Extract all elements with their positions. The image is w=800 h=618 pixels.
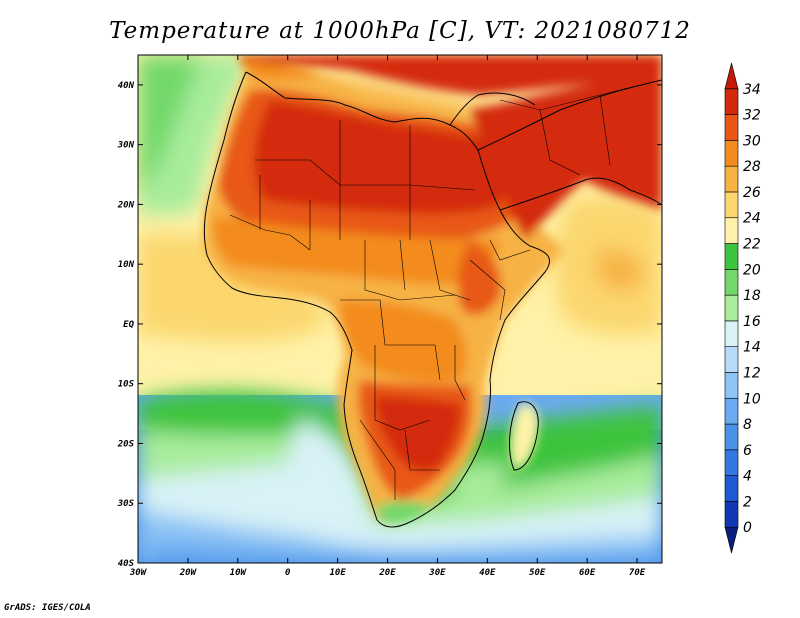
lon-label: 30E (428, 568, 446, 578)
sahel-warm (213, 215, 500, 285)
colorbar-label: 28 (743, 159, 761, 175)
grads-credit: GrADS: IGES/COLA (4, 603, 91, 613)
colorbar-swatch (724, 294, 739, 322)
lon-label: 60E (579, 568, 596, 578)
colorbar-label: 4 (743, 469, 752, 485)
lat-label: 30S (117, 499, 135, 509)
colorbar-label: 20 (743, 262, 761, 278)
lon-label: 40E (479, 568, 496, 578)
east-africa-warm (458, 240, 501, 315)
lat-label: 40N (118, 81, 135, 91)
sahara-hottest-region (254, 100, 504, 214)
arabia-south-coast (499, 177, 662, 211)
lon-label: 0 (285, 568, 291, 578)
colorbar-swatch (724, 114, 739, 141)
map-title: Temperature at 1000hPa [C], VT: 20210807… (109, 18, 691, 44)
colorbar-swatch (724, 372, 739, 399)
colorbar-label: 34 (743, 82, 761, 98)
colorbar-label: 6 (743, 443, 752, 459)
southern-africa-hottest (375, 395, 462, 472)
southern-europe-turkey-hot (240, 55, 662, 95)
colorbar-swatch (724, 88, 739, 115)
lon-label: 50E (529, 568, 546, 578)
north-atlantic-cooler (138, 55, 200, 195)
lat-label: 10N (118, 260, 135, 270)
colorbar-swatch (724, 320, 739, 347)
temperature-field (138, 55, 662, 563)
colorbar-label: 26 (743, 185, 761, 201)
lat-label: 10S (118, 380, 135, 390)
colorbar-label: 0 (743, 520, 752, 536)
colorbar-label: 30 (743, 133, 761, 149)
colorbar-swatch (724, 423, 739, 451)
country-borders (229, 84, 641, 500)
lat-label: 20S (117, 439, 135, 449)
south-africa-coast-cool (377, 501, 430, 523)
colorbar-label: 24 (743, 211, 761, 227)
tropical-atlantic-warm (138, 233, 330, 342)
benguela-cool-tongue (288, 420, 378, 530)
colorbar-swatch (724, 475, 739, 502)
lon-label: 20W (179, 568, 198, 578)
colorbar-swatch (724, 269, 739, 296)
map-frame (137, 54, 663, 564)
lat-label: EQ (123, 320, 134, 330)
colorbar-swatch (724, 62, 739, 90)
coastlines (204, 71, 662, 528)
levant-coast (449, 92, 536, 126)
colorbar-label: 8 (743, 417, 752, 433)
colorbar-label: 10 (743, 391, 761, 407)
colorbar-label: 18 (743, 288, 761, 304)
lon-label: 20E (378, 568, 396, 578)
colorbar-swatch (724, 346, 739, 373)
colorbar-label: 32 (743, 108, 761, 124)
colorbar-swatch (724, 449, 739, 476)
colorbar-swatch (724, 526, 739, 554)
lon-label: 30W (129, 568, 148, 578)
colorbar-swatch (724, 217, 739, 244)
colorbar-swatch (724, 397, 739, 425)
colorbar-label: 12 (743, 365, 761, 381)
colorbar-swatch (724, 191, 739, 219)
lon-label: 10E (329, 568, 346, 578)
colorbar-swatch (724, 165, 739, 193)
arabian-sea-warmest (595, 248, 645, 291)
colorbar-swatch (724, 243, 739, 270)
lat-label: 30N (117, 141, 135, 151)
axis-ticks (137, 55, 662, 564)
madagascar-coastline (508, 401, 539, 471)
colorbar-label: 16 (743, 314, 761, 330)
colorbar-label: 14 (743, 340, 761, 356)
colorbar-swatch (724, 140, 739, 167)
madagascar (510, 403, 539, 469)
band-12c-south (150, 540, 662, 563)
arabia-middle-east-hot (470, 75, 662, 240)
lon-label: 10W (230, 568, 248, 578)
colorbar-label: 2 (743, 494, 752, 510)
colorbar-swatch (724, 501, 739, 528)
lat-label: 20N (117, 200, 135, 210)
lon-label: 70E (629, 568, 646, 578)
central-africa (340, 300, 467, 382)
lat-label: 40S (118, 559, 135, 569)
colorbar-label: 22 (743, 237, 761, 253)
iberia-warm (240, 60, 320, 80)
